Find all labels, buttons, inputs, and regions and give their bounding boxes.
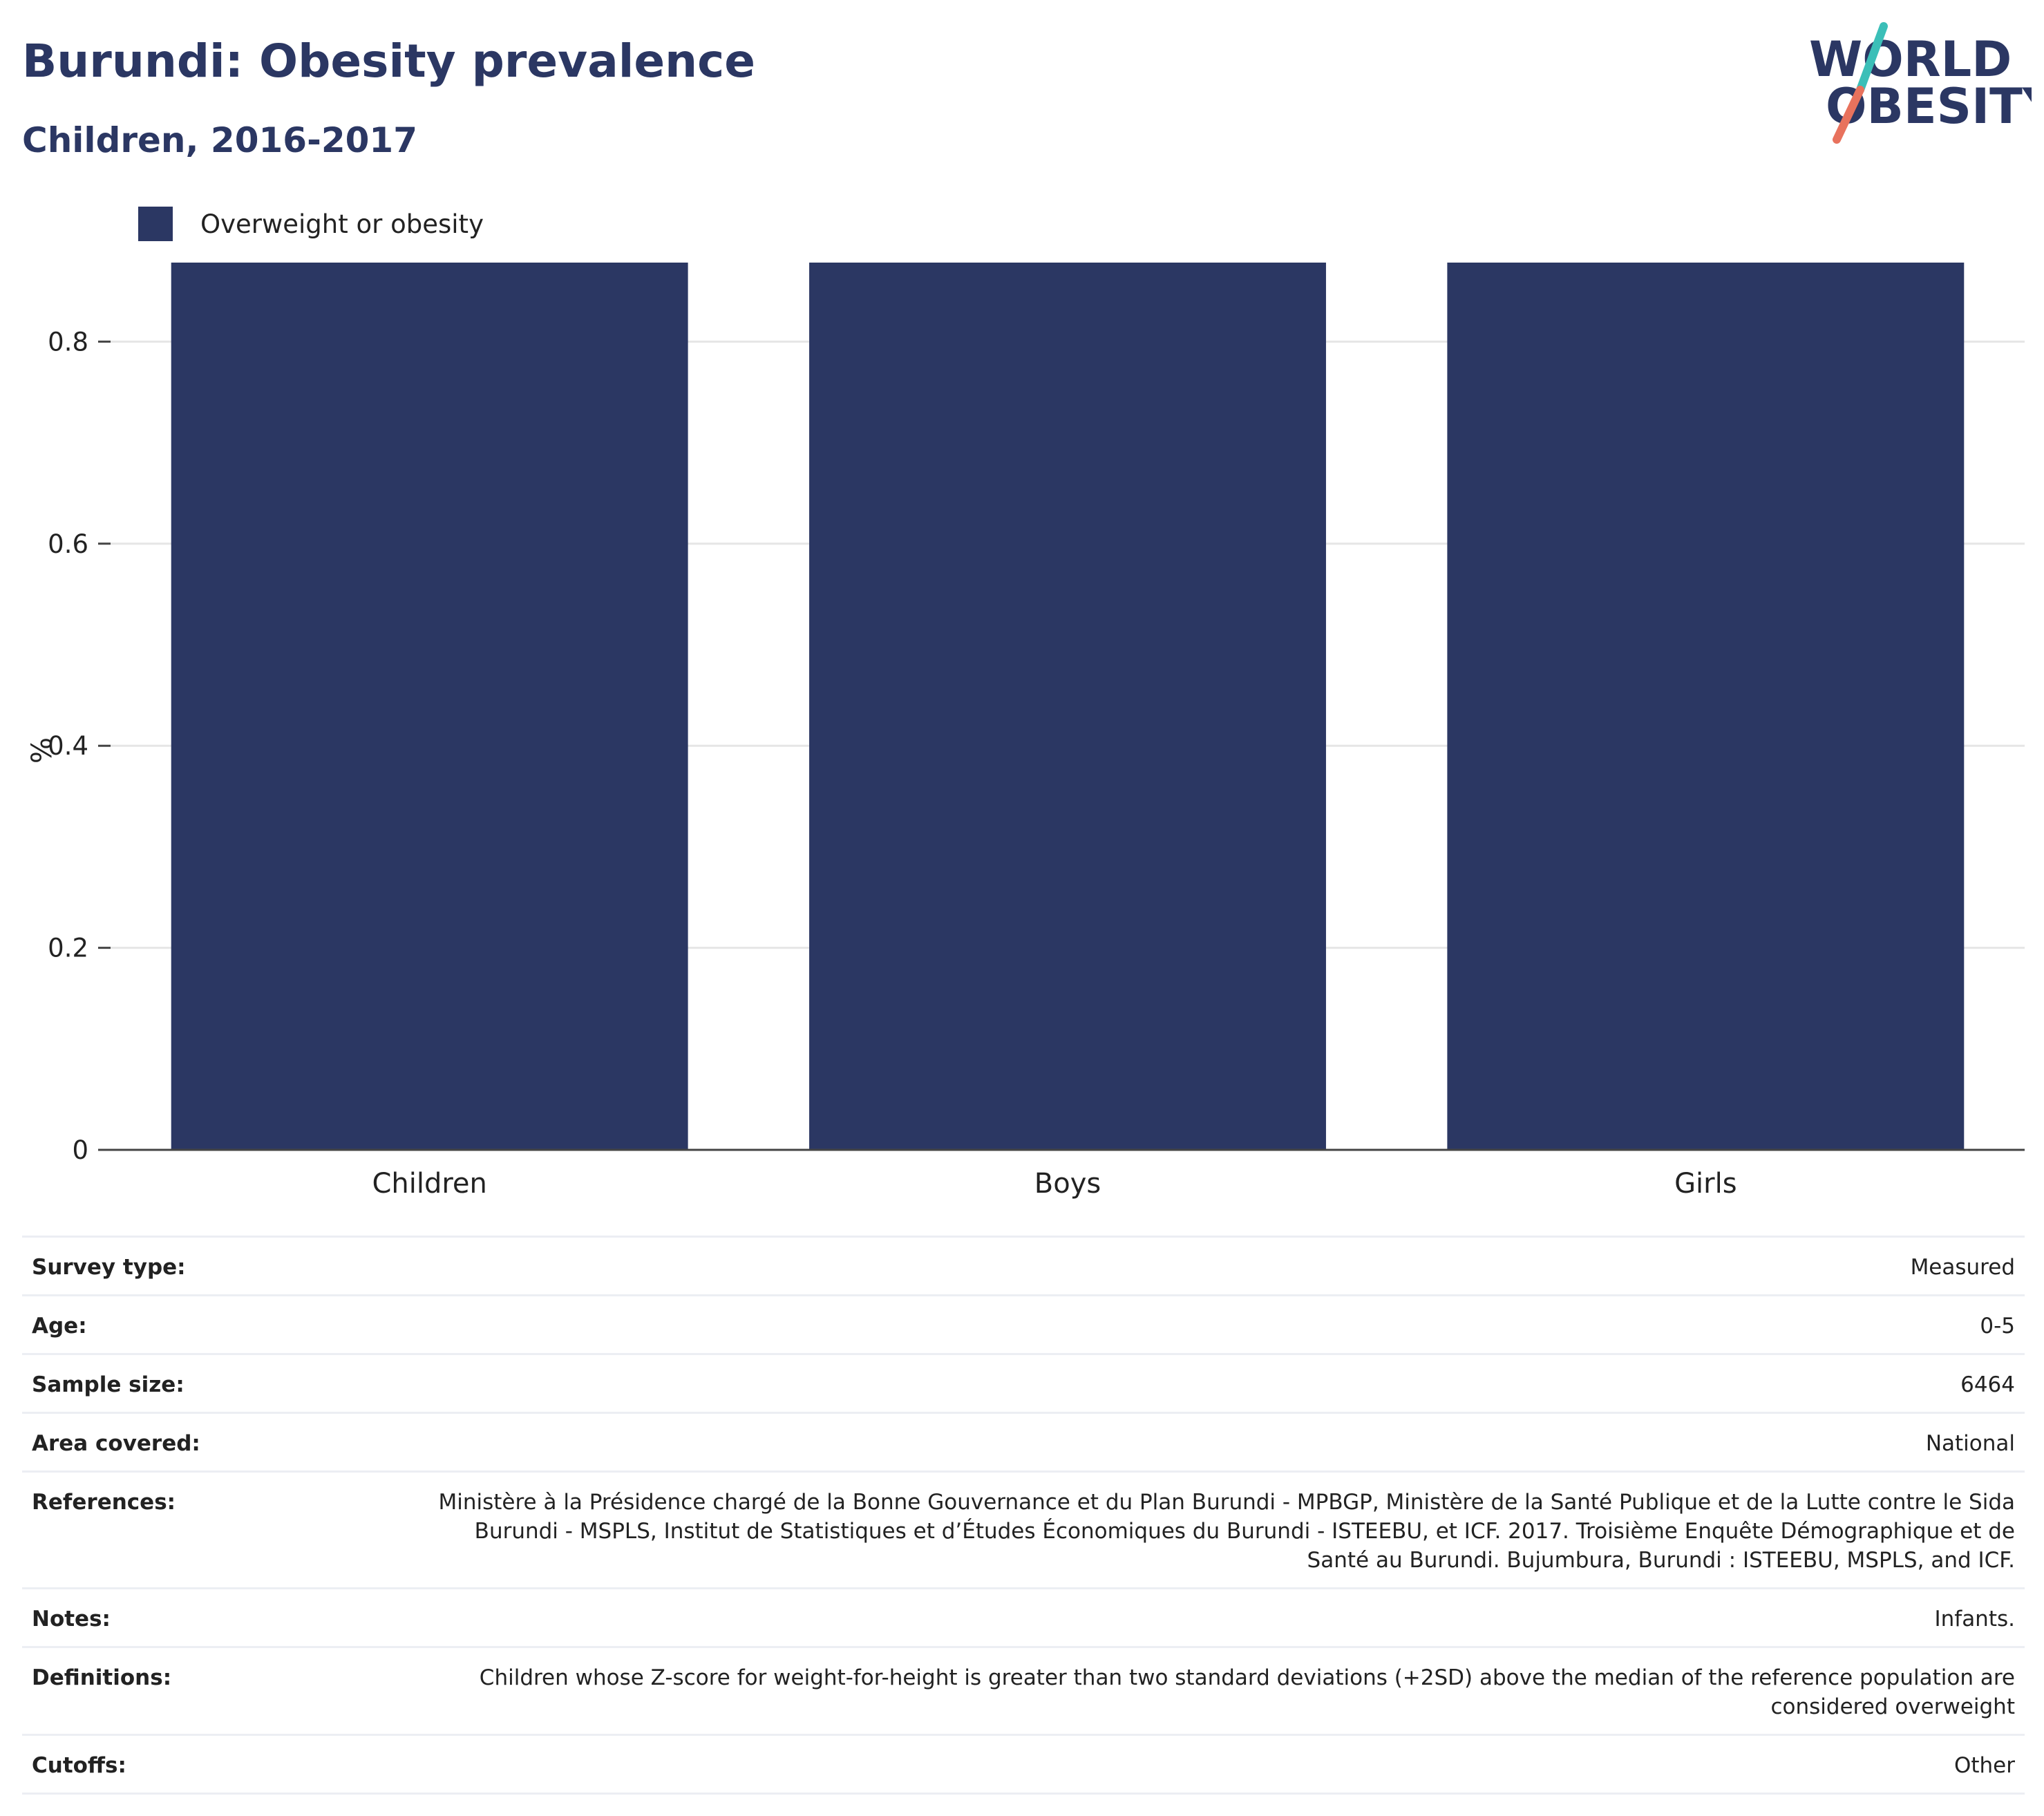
- y-axis-label: %: [26, 737, 58, 764]
- x-axis-ticks: Children Boys Girls: [372, 1168, 1737, 1200]
- metadata-key: Sample size:: [22, 1353, 401, 1413]
- bar-girls[interactable]: [1447, 263, 1965, 1151]
- metadata-value: Measured: [401, 1236, 2025, 1296]
- x-tick-label: Girls: [1674, 1168, 1737, 1200]
- x-tick-label: Children: [372, 1168, 486, 1200]
- metadata-row: Age: 0-5: [22, 1294, 2025, 1354]
- logo-slash-teal: [1856, 22, 1888, 94]
- y-tick-label: 0.6: [48, 529, 88, 559]
- metadata-value: Children whose Z-score for weight-for-he…: [401, 1646, 2025, 1735]
- y-axis-ticks: 00.20.40.60.811.21.4: [48, 327, 111, 1165]
- bars: [171, 263, 1965, 1151]
- metadata-row: Notes: Infants.: [22, 1587, 2025, 1647]
- metadata-key: Definitions:: [22, 1646, 401, 1735]
- metadata-value: National: [401, 1412, 2025, 1472]
- metadata-key: References:: [22, 1470, 401, 1589]
- world-obesity-logo: WORLD OBESITY: [1809, 22, 2032, 144]
- chart-legend[interactable]: Overweight or obesity: [138, 205, 484, 243]
- metadata-key: Survey type:: [22, 1236, 401, 1296]
- bar-children[interactable]: [171, 263, 688, 1151]
- x-tick-label: Boys: [1034, 1168, 1101, 1200]
- logo-line-world: WORLD: [1809, 31, 2012, 88]
- metadata-row: Survey type: Measured: [22, 1236, 2025, 1296]
- metadata-row: Sample size: 6464: [22, 1353, 2025, 1413]
- y-tick-label: 0: [72, 1135, 88, 1165]
- metadata-row: Cutoffs: Other: [22, 1734, 2025, 1795]
- logo-slash-coral: [1833, 86, 1864, 144]
- metadata-key: Area covered:: [22, 1412, 401, 1472]
- metadata-value: Other: [401, 1734, 2025, 1795]
- legend-swatch: [138, 207, 173, 241]
- y-tick-label: 0.4: [48, 731, 88, 761]
- metadata-value: Infants.: [401, 1587, 2025, 1647]
- metadata-row: Definitions: Children whose Z-score for w…: [22, 1646, 2025, 1735]
- y-tick-label: 0.2: [48, 934, 88, 963]
- metadata-row: References: Ministère à la Présidence cha…: [22, 1470, 2025, 1589]
- legend-label: Overweight or obesity: [200, 209, 484, 239]
- metadata-row: Area covered: National: [22, 1412, 2025, 1472]
- metadata-key: Cutoffs:: [22, 1734, 401, 1795]
- chart-subtitle: Children, 2016-2017: [22, 120, 417, 160]
- chart-title: Burundi: Obesity prevalence: [22, 35, 755, 88]
- metadata-key: Notes:: [22, 1587, 401, 1647]
- metadata-value: Ministère à la Présidence chargé de la B…: [401, 1470, 2025, 1589]
- metadata-value: 0-5: [401, 1294, 2025, 1354]
- y-tick-label: 0.8: [48, 327, 88, 357]
- bar-boys[interactable]: [809, 263, 1326, 1150]
- survey-metadata-table: Survey type: Measured Age: 0-5 Sample size: 6…: [22, 1236, 2025, 1795]
- metadata-value: 6464: [401, 1353, 2025, 1413]
- metadata-key: Age:: [22, 1294, 401, 1354]
